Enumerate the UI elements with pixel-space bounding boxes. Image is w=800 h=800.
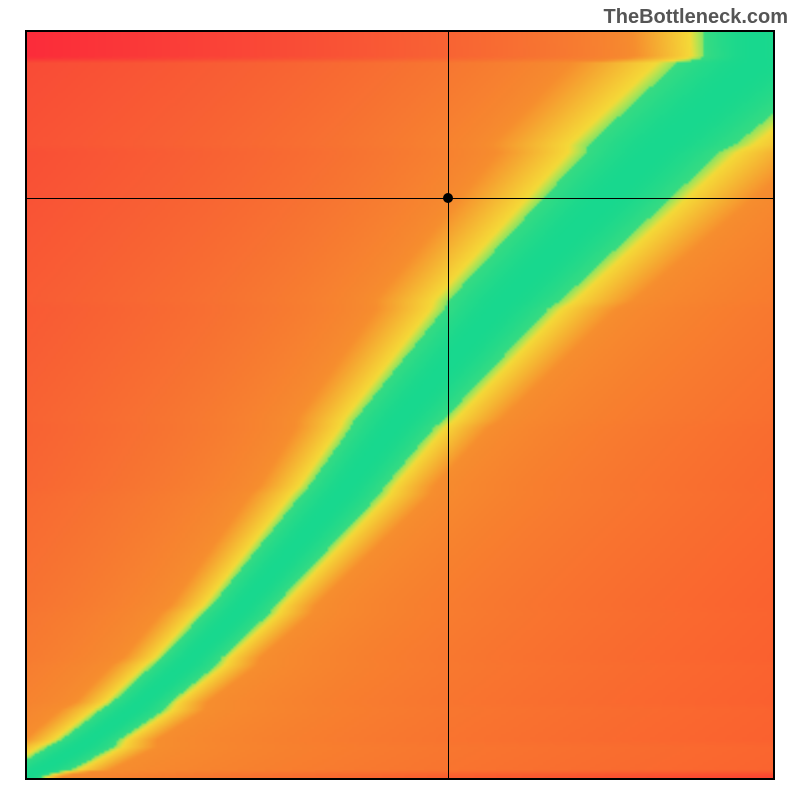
crosshair-horizontal <box>27 198 773 199</box>
heatmap-canvas <box>27 32 773 778</box>
heatmap-plot <box>25 30 775 780</box>
watermark-text: TheBottleneck.com <box>604 6 788 29</box>
crosshair-vertical <box>448 32 449 778</box>
